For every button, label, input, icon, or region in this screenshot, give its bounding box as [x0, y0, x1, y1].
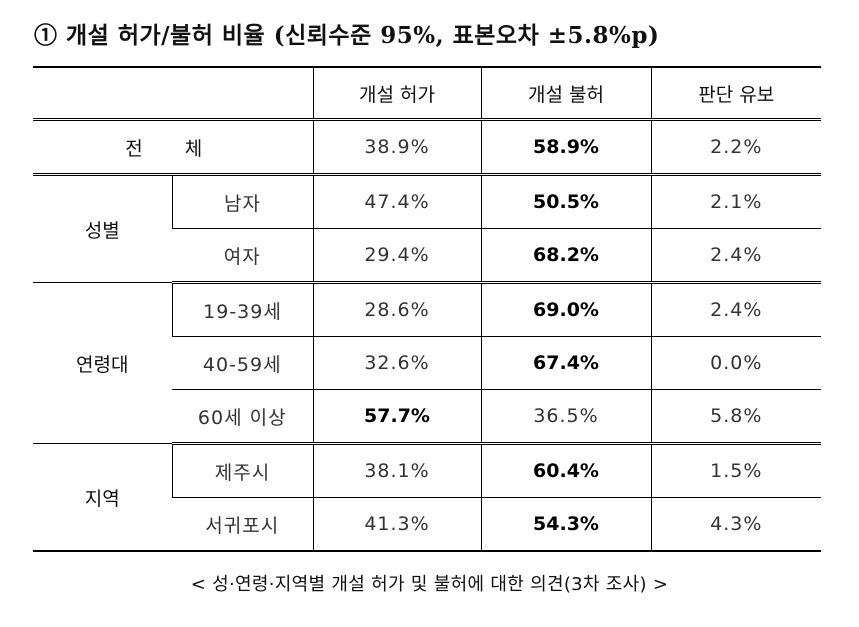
header-deny: 개설 불허 — [480, 67, 651, 121]
cell-permit: 29.4% — [312, 228, 481, 284]
cell-deny: 67.4% — [480, 336, 651, 390]
total-deny: 58.9% — [480, 119, 651, 176]
table-row: 여자 29.4% 68.2% 2.4% — [33, 228, 821, 284]
cell-undecided: 0.0% — [650, 336, 821, 390]
row-label: 60세 이상 — [172, 389, 313, 445]
table-row: 60세 이상 57.7% 36.5% 5.8% — [33, 389, 821, 445]
total-permit: 38.9% — [312, 119, 481, 176]
cell-deny: 50.5% — [480, 174, 651, 229]
cell-undecided: 2.1% — [650, 174, 821, 229]
table-caption: < 성·연령·지역별 개설 허가 및 불허에 대한 의견(3차 조사) > — [190, 574, 669, 595]
total-label: 전 체 — [33, 119, 313, 176]
table-row: 지역 제주시 38.1% 60.4% 1.5% — [33, 443, 821, 552]
cell-permit: 28.6% — [312, 282, 481, 337]
cell-deny: 36.5% — [480, 389, 651, 445]
header-empty-cell — [33, 67, 313, 121]
row-label: 19-39세 — [171, 282, 313, 337]
table-row-total: 전 체 38.9% 58.9% 2.2% — [33, 119, 821, 176]
header-undecided: 판단 유보 — [650, 67, 821, 121]
total-undecided: 2.2% — [650, 119, 821, 176]
row-label: 여자 — [172, 228, 313, 284]
cell-undecided: 1.5% — [650, 443, 821, 498]
table-row: 서귀포시 41.3% 54.3% 4.3% — [33, 497, 821, 552]
cell-permit: 41.3% — [312, 497, 481, 552]
cell-undecided: 2.4% — [650, 228, 821, 284]
row-label: 40-59세 — [172, 336, 313, 390]
group-label-age: 연령대 — [33, 282, 172, 444]
page-title: ① 개설 허가/불허 비율 (신뢰수준 95%, 표본오차 ±5.8%p) — [34, 22, 660, 49]
table-row: 성별 남자 47.4% 50.5% 2.1% — [33, 174, 821, 283]
header-permit: 개설 허가 — [312, 67, 481, 121]
cell-deny: 54.3% — [480, 497, 651, 552]
cell-permit: 38.1% — [312, 443, 481, 498]
table-row: 연령대 19-39세 28.6% 69.0% 2.4% — [33, 282, 821, 444]
cell-deny: 69.0% — [480, 282, 651, 337]
row-label: 제주시 — [171, 443, 313, 498]
header-row: 개설 허가 개설 불허 판단 유보 — [33, 67, 821, 121]
table-row: 40-59세 32.6% 67.4% 0.0% — [33, 336, 821, 390]
cell-undecided: 4.3% — [650, 497, 821, 552]
cell-undecided: 2.4% — [650, 282, 821, 337]
row-label: 남자 — [171, 174, 313, 229]
cell-permit: 32.6% — [312, 336, 481, 390]
opinion-table: 개설 허가 개설 불허 판단 유보 전 체 38.9% 58.9% 2.2% 성… — [33, 66, 821, 552]
cell-undecided: 5.8% — [650, 389, 821, 445]
group-label-gender: 성별 — [33, 174, 172, 283]
row-label: 서귀포시 — [172, 497, 313, 552]
cell-deny: 68.2% — [480, 228, 651, 284]
cell-permit: 57.7% — [312, 389, 481, 445]
cell-permit: 47.4% — [312, 174, 481, 229]
group-label-region: 지역 — [33, 443, 172, 552]
cell-deny: 60.4% — [480, 443, 651, 498]
